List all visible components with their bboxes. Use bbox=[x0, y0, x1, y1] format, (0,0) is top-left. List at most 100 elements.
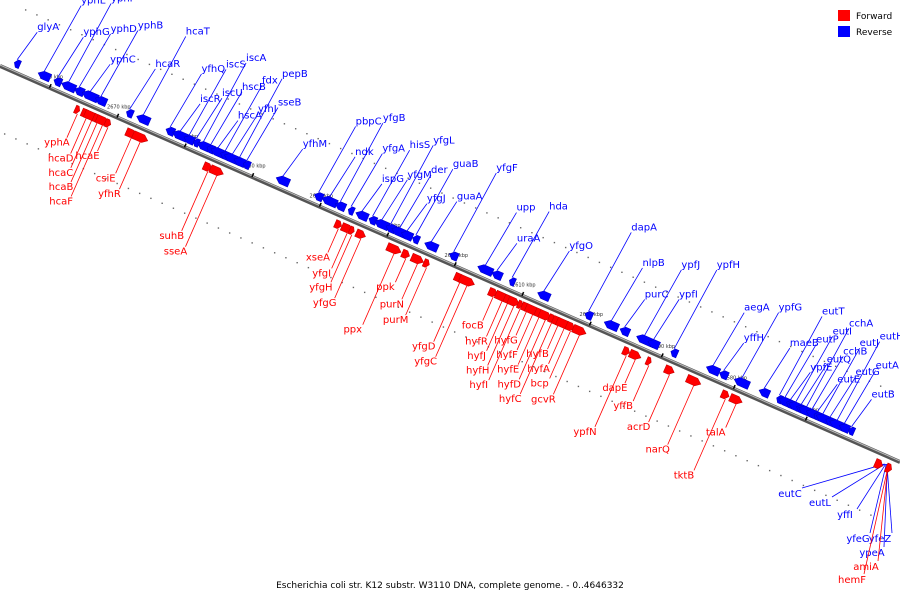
reverse-gene-nlpb[interactable]: nlpB bbox=[603, 258, 665, 333]
forward-gene-yfgc[interactable]: yfgC bbox=[414, 274, 476, 368]
reverse-gene-yfgb[interactable]: yfgB bbox=[334, 113, 406, 213]
reverse-gene-iscu[interactable]: iscU bbox=[192, 88, 243, 148]
terminal-gene-yfeg[interactable]: yfeG bbox=[846, 463, 887, 545]
forward-gene-hyfh[interactable]: hyfH bbox=[466, 295, 521, 377]
reverse-gene-yffh[interactable]: yffH bbox=[718, 333, 764, 381]
forward-gene-suhb[interactable]: suhB bbox=[159, 161, 213, 242]
reverse-gene-upp[interactable]: upp bbox=[476, 203, 536, 277]
reverse-gene-label: cchA bbox=[849, 318, 873, 329]
reverse-gene-pepb[interactable]: pepB bbox=[232, 69, 308, 168]
reverse-gene-euta[interactable]: eutA bbox=[838, 361, 899, 434]
reverse-gene-yfgo[interactable]: yfgO bbox=[536, 241, 593, 303]
forward-gene-bcp[interactable]: bcp bbox=[531, 321, 577, 389]
forward-gene-ypha[interactable]: yphA bbox=[44, 104, 81, 149]
reverse-gene-leader bbox=[43, 5, 82, 72]
terminal-gene-eutc[interactable]: eutC bbox=[778, 463, 885, 500]
reverse-gene-sseb[interactable]: sseB bbox=[242, 98, 302, 171]
reverse-gene-yphb[interactable]: yphB bbox=[94, 21, 164, 108]
forward-gene-ppx[interactable]: ppx bbox=[343, 242, 402, 336]
terminal-gene-amia[interactable]: amiA bbox=[853, 464, 889, 573]
reverse-gene-yphc[interactable]: yphC bbox=[81, 54, 136, 104]
reverse-gene-ispg[interactable]: ispG bbox=[354, 174, 404, 223]
forward-gene-xsea[interactable]: xseA bbox=[306, 219, 343, 264]
forward-gene-ppk[interactable]: ppk bbox=[376, 248, 411, 293]
reverse-gene-leader bbox=[210, 91, 243, 146]
terminal-forward-arrow bbox=[873, 458, 883, 469]
reverse-gene-hcat[interactable]: hcaT bbox=[135, 26, 211, 127]
forward-gene-purm[interactable]: purM bbox=[383, 258, 431, 326]
reverse-gene-yfhm[interactable]: yfhM bbox=[275, 139, 328, 188]
forward-gene-hyfd[interactable]: hyfD bbox=[497, 309, 552, 391]
forward-gene-yfgd[interactable]: yfgD bbox=[412, 271, 467, 353]
forward-gene-hyfi[interactable]: hyfI bbox=[469, 299, 524, 391]
forward-gene-arrow-shape bbox=[685, 374, 702, 387]
reverse-gene-eutb[interactable]: eutB bbox=[847, 389, 895, 437]
reverse-gene-uraa[interactable]: uraA bbox=[490, 233, 540, 282]
forward-gene-label: yfhR bbox=[98, 189, 121, 200]
reverse-gene-yfgm[interactable]: yfgM bbox=[373, 170, 432, 232]
terminal-gene-yffi[interactable]: yffI bbox=[837, 463, 887, 521]
forward-gene-yffb[interactable]: yffB bbox=[613, 356, 652, 412]
forward-gene-acrd[interactable]: acrD bbox=[627, 364, 676, 433]
reverse-gene-label: ypfJ bbox=[681, 260, 700, 271]
minor-tick bbox=[217, 227, 220, 229]
reverse-gene-dapa[interactable]: dapA bbox=[583, 222, 657, 321]
kbp-tick-label: 2670 kbp bbox=[107, 104, 131, 110]
reverse-gene-label: ypfH bbox=[717, 260, 740, 271]
terminal-gene-hemf[interactable]: hemF bbox=[838, 463, 890, 586]
minor-tick bbox=[735, 455, 737, 457]
forward-gene-hcae[interactable]: hcaE bbox=[75, 118, 112, 162]
forward-gene-ypfn[interactable]: ypfN bbox=[573, 345, 631, 438]
terminal-gene-yfez[interactable]: yfeZ bbox=[869, 464, 893, 545]
forward-gene-csie[interactable]: csiE bbox=[96, 127, 138, 185]
reverse-gene-label: yphE bbox=[81, 0, 106, 7]
reverse-gene-ndk[interactable]: ndk bbox=[320, 147, 374, 209]
reverse-gene-ypfi[interactable]: ypfI bbox=[646, 289, 698, 351]
reverse-gene-hcar[interactable]: hcaR bbox=[125, 59, 180, 119]
reverse-gene-yfgj[interactable]: yfgJ bbox=[400, 194, 446, 242]
reverse-gene-hsca[interactable]: hscA bbox=[209, 111, 262, 160]
reverse-gene-arrow bbox=[94, 96, 109, 108]
forward-gene-purn[interactable]: purN bbox=[380, 252, 425, 310]
forward-gene-yfgg[interactable]: yfgG bbox=[313, 228, 367, 309]
reverse-gene-ypfh[interactable]: ypfH bbox=[669, 260, 740, 359]
reverse-gene-yphd[interactable]: yphD bbox=[73, 24, 137, 98]
reverse-gene-ypfj[interactable]: ypfJ bbox=[635, 260, 700, 348]
minor-tick bbox=[768, 469, 771, 472]
forward-gene-yfgh[interactable]: yfgH bbox=[309, 225, 355, 293]
reverse-gene-yphg[interactable]: yphG bbox=[52, 27, 110, 88]
forward-gene-ssea[interactable]: sseA bbox=[164, 164, 225, 258]
reverse-gene-maeb[interactable]: maeB bbox=[757, 338, 819, 399]
reverse-gene-pbpc[interactable]: pbpC bbox=[313, 116, 382, 203]
minor-tick bbox=[733, 321, 736, 323]
forward-gene-tktb[interactable]: tktB bbox=[674, 389, 731, 482]
reverse-gene-guaa[interactable]: guaA bbox=[423, 192, 483, 253]
reverse-gene-yfga[interactable]: yfgA bbox=[347, 144, 406, 216]
forward-gene-arrow bbox=[354, 228, 366, 239]
reverse-gene-aega[interactable]: aegA bbox=[705, 303, 770, 377]
reverse-gene-purc[interactable]: purC bbox=[618, 290, 669, 338]
reverse-gene-hda[interactable]: hda bbox=[508, 202, 568, 287]
minor-tick bbox=[352, 286, 355, 289]
kbp-tick-mark bbox=[251, 172, 255, 178]
forward-gene-gcvr[interactable]: gcvR bbox=[531, 323, 588, 405]
reverse-gene-leader bbox=[179, 103, 201, 132]
forward-gene-yfgi[interactable]: yfgI bbox=[312, 222, 354, 280]
forward-gene-dape[interactable]: dapE bbox=[602, 348, 642, 394]
reverse-gene-yphf[interactable]: yphF bbox=[60, 0, 136, 94]
reverse-gene-guab[interactable]: guaB bbox=[411, 159, 479, 245]
reverse-gene-ypfg[interactable]: ypfG bbox=[733, 303, 802, 390]
terminal-gene-eutl[interactable]: eutL bbox=[809, 463, 886, 509]
forward-gene-arrow-shape bbox=[409, 252, 424, 265]
forward-gene-yfhr[interactable]: yfhR bbox=[98, 130, 149, 200]
reverse-gene-yfhq[interactable]: yfhQ bbox=[164, 64, 225, 137]
reverse-gene-glya[interactable]: glyA bbox=[13, 22, 59, 69]
reverse-gene-yfgf[interactable]: yfgF bbox=[448, 163, 518, 262]
reverse-gene-yphe[interactable]: yphE bbox=[37, 0, 106, 83]
forward-gene-arrow-shape bbox=[621, 345, 630, 356]
forward-gene-tala[interactable]: talA bbox=[706, 393, 744, 439]
reverse-gene-iscs[interactable]: iscS bbox=[182, 59, 246, 146]
reverse-gene-label: yphF bbox=[111, 0, 136, 5]
forward-gene-narq[interactable]: narQ bbox=[645, 374, 702, 456]
forward-gene-focb[interactable]: focB bbox=[462, 286, 499, 332]
